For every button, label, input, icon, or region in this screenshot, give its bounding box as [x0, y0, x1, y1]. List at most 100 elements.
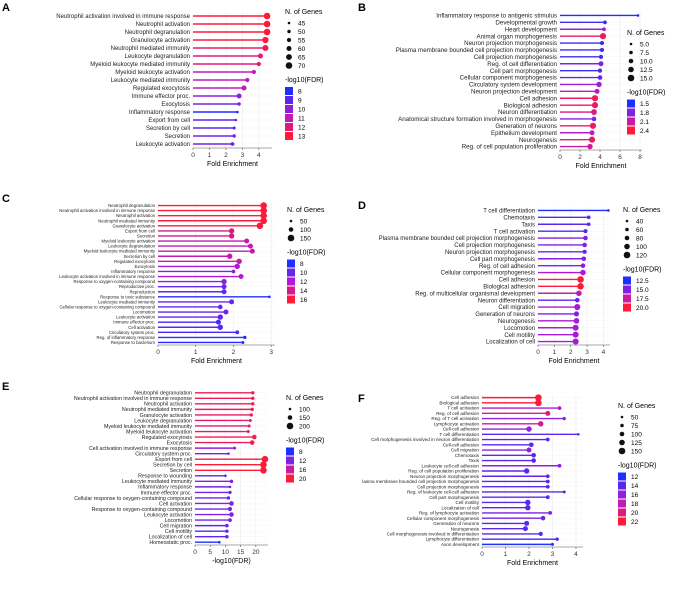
size-legend-title: N. of Genes	[618, 403, 656, 410]
lollipop-point	[243, 335, 247, 340]
category-label: Myeloid leukocyte mediated immunity	[84, 249, 156, 254]
category-label: Plasma membrane bounded cell projection …	[396, 47, 557, 54]
color-legend-swatch	[287, 277, 295, 286]
lollipop-point	[535, 399, 542, 407]
category-label: Leukocyte degranulation	[134, 418, 192, 424]
category-label: Response to wounding	[138, 474, 192, 480]
category-label: Granulocyte activation	[140, 413, 192, 419]
category-label: Neutrophil activation involved in immune…	[56, 14, 190, 20]
category-label: Reg. of lymphocyte activation	[419, 511, 479, 516]
lollipop-point	[241, 85, 247, 91]
size-legend-label: 70	[298, 63, 306, 70]
lollipop-point	[545, 484, 550, 489]
category-label: Taxis	[521, 222, 535, 228]
x-tick-label: 2	[578, 154, 582, 161]
category-label: Reg. of cell population proliferation	[462, 144, 558, 151]
size-legend-dot	[625, 219, 629, 223]
size-legend-label: 5.0	[640, 41, 649, 48]
lollipop-point	[555, 537, 559, 541]
panel-label-B: B	[358, 2, 366, 14]
x-tick-label: 4	[598, 154, 602, 161]
category-label: Export from cell	[148, 118, 190, 124]
category-label: Inflammatory response	[129, 110, 191, 116]
color-legend-swatch	[627, 117, 635, 126]
category-label: Cell adhesion	[520, 95, 558, 102]
color-legend-label: 2.1	[640, 119, 649, 126]
category-label: Neuron projection morphogenesis	[445, 250, 535, 256]
size-legend-label: 150	[631, 448, 642, 455]
size-legend-label: 50	[631, 414, 639, 421]
category-label: Immune effector proc.	[141, 490, 192, 496]
category-label: Reg. of cell differentiation	[487, 61, 557, 68]
x-tick-label: 2	[527, 551, 531, 558]
lollipop-point	[576, 290, 582, 297]
size-legend-label: 125	[631, 440, 642, 447]
color-legend-swatch	[618, 517, 626, 526]
lollipop-point	[221, 284, 227, 290]
category-label: Cellular response to oxygen-containing c…	[74, 496, 192, 502]
lollipop-point	[529, 442, 534, 448]
size-legend-label: 7.5	[640, 50, 649, 57]
panel-label-D: D	[358, 200, 366, 212]
color-legend-swatch	[286, 456, 294, 465]
size-legend-dot	[620, 415, 624, 419]
category-label: Secretion by cell	[123, 254, 155, 259]
color-legend-swatch	[286, 447, 294, 456]
x-tick-label: 2	[569, 349, 573, 356]
lollipop-point	[591, 102, 599, 109]
color-legend-label: 11	[298, 115, 305, 122]
panel-label-C: C	[2, 193, 10, 205]
lollipop-point	[573, 311, 580, 317]
lollipop-point	[252, 434, 257, 440]
category-label: Neutrophil degranulation	[134, 391, 192, 397]
color-legend-label: 14	[300, 288, 308, 295]
x-tick-label: 0	[191, 152, 195, 159]
lollipop-point	[545, 495, 550, 500]
size-legend-dot	[287, 21, 291, 25]
category-label: Cell part morphogenesis	[429, 495, 479, 500]
lollipop-point	[247, 424, 251, 428]
category-label: Inflammatory response to antigenic stimu…	[436, 13, 557, 20]
category-label: Immune effector proc.	[113, 320, 155, 325]
color-legend-label: 22	[631, 519, 639, 526]
lollipop-point	[217, 314, 223, 320]
x-tick-label: 2	[232, 349, 236, 356]
color-legend-swatch	[618, 508, 626, 517]
lollipop-point	[260, 466, 267, 474]
lollipop-point	[598, 54, 604, 59]
lollipop-point	[535, 394, 542, 401]
category-label: Circulatory system proc.	[109, 330, 155, 335]
lollipop-point	[229, 299, 235, 305]
color-legend-swatch	[287, 286, 295, 295]
x-axis-title: Fold Enrichment	[576, 163, 627, 170]
x-tick-label: 0	[156, 349, 160, 356]
category-label: Locomotion	[133, 310, 156, 315]
category-label: Exocytosis	[161, 102, 190, 108]
x-axis-title: -log10(FDR)	[212, 558, 251, 565]
plot-area	[195, 390, 268, 545]
lollipop-point	[260, 217, 267, 225]
x-tick-label: 3	[551, 551, 555, 558]
lollipop-point	[557, 406, 562, 411]
size-legend-label: 150	[299, 415, 310, 422]
lollipop-point	[599, 40, 605, 46]
lollipop-point	[228, 233, 235, 239]
size-legend-label: 10.0	[640, 58, 653, 65]
category-label: Leukocyte activation	[116, 315, 156, 320]
color-legend-title: -log10(FDR)	[627, 90, 666, 97]
x-tick-label: 8	[638, 154, 642, 161]
category-label: T cell differentiation	[439, 432, 479, 437]
lollipop-point	[226, 496, 231, 500]
color-legend-swatch	[285, 87, 293, 95]
size-legend-label: 100	[300, 227, 311, 234]
lollipop-point	[598, 61, 604, 67]
category-label: T cell differentiation	[483, 209, 535, 215]
lollipop-point	[227, 452, 230, 455]
lollipop-point	[236, 258, 242, 265]
category-label: Neutrophil activation	[136, 22, 190, 28]
category-label: Neutrophil mediated immunity	[98, 218, 156, 223]
category-label: Reg. of cell population proliferation	[408, 469, 479, 474]
lollipop-point	[577, 283, 584, 290]
category-label: Cell activation involved in immune respo…	[89, 446, 192, 452]
